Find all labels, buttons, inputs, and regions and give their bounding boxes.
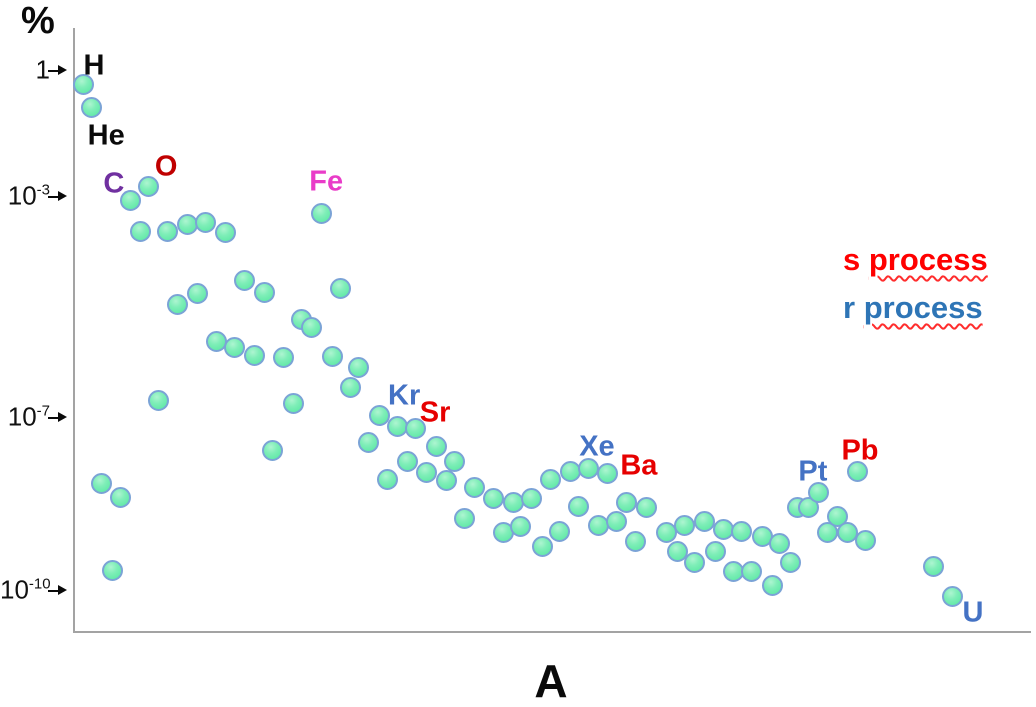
data-point	[454, 508, 476, 530]
x-axis-line	[73, 631, 1031, 633]
data-point	[597, 463, 619, 485]
element-label-pt: Pt	[798, 455, 828, 488]
data-point	[615, 491, 637, 513]
arrow-right-icon	[48, 584, 67, 595]
arrow-right-icon	[48, 411, 67, 422]
arrow-right-icon	[48, 64, 67, 75]
data-point	[157, 221, 179, 243]
data-point	[129, 221, 151, 243]
element-label-h: H	[83, 49, 105, 82]
element-label-pb: Pb	[841, 434, 879, 467]
data-point	[138, 175, 160, 197]
data-point	[549, 520, 571, 542]
data-point	[444, 450, 466, 472]
data-point	[807, 482, 829, 504]
data-point	[301, 317, 323, 339]
element-label-c: C	[103, 167, 125, 200]
data-point	[463, 477, 485, 499]
data-point	[797, 497, 819, 519]
element-label-o: O	[154, 150, 178, 183]
data-point	[826, 505, 848, 527]
data-point	[674, 514, 696, 536]
element-label-ba: Ba	[620, 449, 658, 482]
data-point	[234, 270, 256, 292]
data-point	[310, 202, 332, 224]
data-point	[779, 552, 801, 574]
data-point	[683, 552, 705, 574]
y-axis-label: %	[21, 0, 55, 42]
data-point	[941, 586, 963, 608]
data-point	[377, 468, 399, 490]
data-point	[435, 469, 457, 491]
data-point	[81, 96, 103, 118]
data-point	[704, 541, 726, 563]
data-point	[606, 511, 628, 533]
data-point	[625, 531, 647, 553]
element-label-he: He	[87, 119, 125, 152]
x-axis-label: A	[534, 655, 568, 707]
legend-s-process: s process	[843, 242, 988, 277]
data-point	[761, 574, 783, 596]
data-point	[339, 376, 361, 398]
data-point	[358, 431, 380, 453]
data-point	[854, 530, 876, 552]
data-point	[72, 74, 94, 96]
element-label-fe: Fe	[309, 165, 344, 198]
y-tick-label: 10-10	[0, 574, 51, 605]
data-point	[101, 560, 123, 582]
data-point	[90, 472, 112, 494]
data-point	[540, 468, 562, 490]
data-point	[397, 451, 419, 473]
data-point	[846, 460, 868, 482]
y-tick-label: 10-3	[7, 180, 50, 211]
data-point	[348, 356, 370, 378]
data-point	[483, 487, 505, 509]
data-point	[262, 440, 284, 462]
data-point	[253, 281, 275, 303]
legend: s process r process	[843, 236, 988, 332]
data-point	[195, 212, 217, 234]
data-point	[922, 556, 944, 578]
data-point	[167, 293, 189, 315]
data-point	[636, 497, 658, 519]
data-point	[282, 392, 304, 414]
data-point	[368, 405, 390, 427]
data-point	[243, 344, 265, 366]
data-point	[693, 511, 715, 533]
element-label-xe: Xe	[579, 430, 615, 463]
data-point	[186, 282, 208, 304]
data-point	[568, 496, 590, 518]
element-label-u: U	[962, 596, 984, 629]
data-point	[110, 486, 132, 508]
data-point	[321, 345, 343, 367]
element-label-kr: Kr	[388, 379, 421, 412]
data-point	[731, 520, 753, 542]
data-point	[655, 522, 677, 544]
data-point	[147, 390, 169, 412]
data-point	[224, 337, 246, 359]
data-point	[769, 532, 791, 554]
legend-r-process: r process	[843, 290, 983, 325]
data-point	[405, 418, 427, 440]
data-point	[416, 461, 438, 483]
data-point	[330, 277, 352, 299]
y-tick-label: 10-7	[7, 401, 50, 432]
data-point	[666, 541, 688, 563]
element-label-sr: Sr	[419, 396, 451, 429]
data-point	[521, 487, 543, 509]
data-point	[214, 222, 236, 244]
data-point	[740, 561, 762, 583]
y-tick-label: 1	[35, 54, 50, 85]
data-point	[531, 535, 553, 557]
data-point	[120, 190, 142, 212]
arrow-right-icon	[48, 190, 67, 201]
y-axis-line	[73, 28, 75, 633]
data-point	[510, 516, 532, 538]
data-point	[425, 436, 447, 458]
data-point	[272, 347, 294, 369]
